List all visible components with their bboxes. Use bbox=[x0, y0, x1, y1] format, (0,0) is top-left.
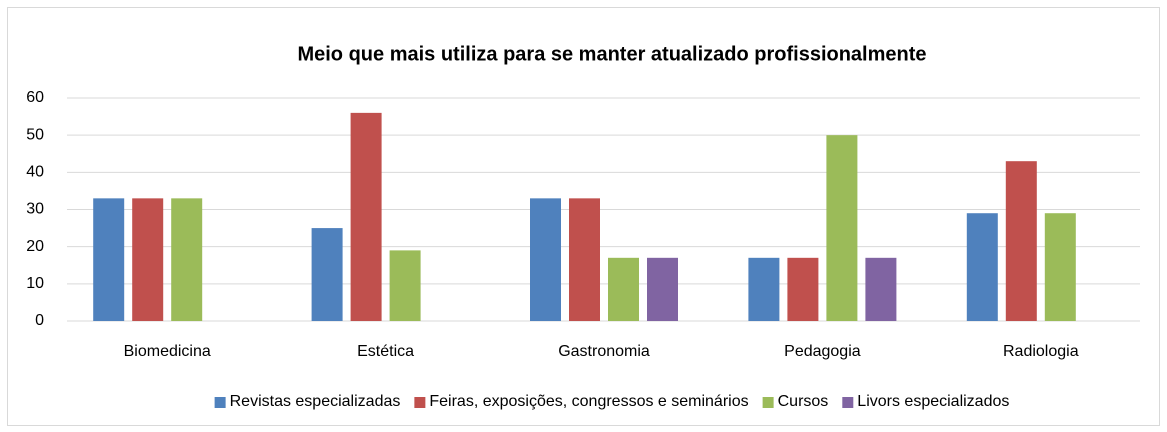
bar bbox=[787, 257, 819, 321]
legend-swatch bbox=[762, 397, 774, 408]
bar bbox=[647, 257, 678, 321]
bar bbox=[171, 198, 203, 321]
y-tick-label: 20 bbox=[26, 238, 44, 255]
bar bbox=[569, 198, 600, 321]
legend-label: Revistas especializadas bbox=[230, 393, 401, 410]
legend-label: Feiras, exposições, congressos e seminár… bbox=[429, 393, 748, 410]
x-tick-label: Radiologia bbox=[1003, 343, 1079, 360]
bar bbox=[966, 213, 998, 321]
chart-title: Meio que mais utiliza para se manter atu… bbox=[297, 43, 926, 65]
bar bbox=[350, 112, 382, 321]
legend-label: Cursos bbox=[778, 393, 829, 410]
bar bbox=[311, 228, 343, 321]
legend-label: Livors especializados bbox=[857, 393, 1009, 410]
bar bbox=[1044, 213, 1076, 321]
y-tick-label: 60 bbox=[26, 89, 44, 106]
bar bbox=[132, 198, 164, 321]
y-tick-label: 50 bbox=[26, 126, 44, 143]
y-tick-label: 30 bbox=[26, 201, 44, 218]
legend-swatch bbox=[842, 397, 854, 408]
legend-swatch bbox=[414, 397, 426, 408]
bar bbox=[608, 257, 639, 321]
x-tick-label: Estética bbox=[357, 343, 414, 360]
y-tick-label: 0 bbox=[35, 312, 44, 329]
bar bbox=[530, 198, 561, 321]
legend-swatch bbox=[214, 397, 226, 408]
legend: Revistas especializadas Feiras, exposiçõe… bbox=[214, 393, 1009, 410]
bar bbox=[1005, 161, 1037, 321]
y-tick-label: 10 bbox=[26, 275, 44, 292]
bar bbox=[389, 250, 421, 321]
x-tick-label: Pedagogia bbox=[784, 343, 861, 360]
x-tick-label: Biomedicina bbox=[124, 343, 211, 360]
x-tick-label: Gastronomia bbox=[558, 343, 650, 360]
bar bbox=[93, 198, 125, 321]
y-tick-label: 40 bbox=[26, 164, 44, 181]
bar bbox=[826, 135, 858, 321]
bar bbox=[748, 257, 780, 321]
bar bbox=[865, 257, 897, 321]
